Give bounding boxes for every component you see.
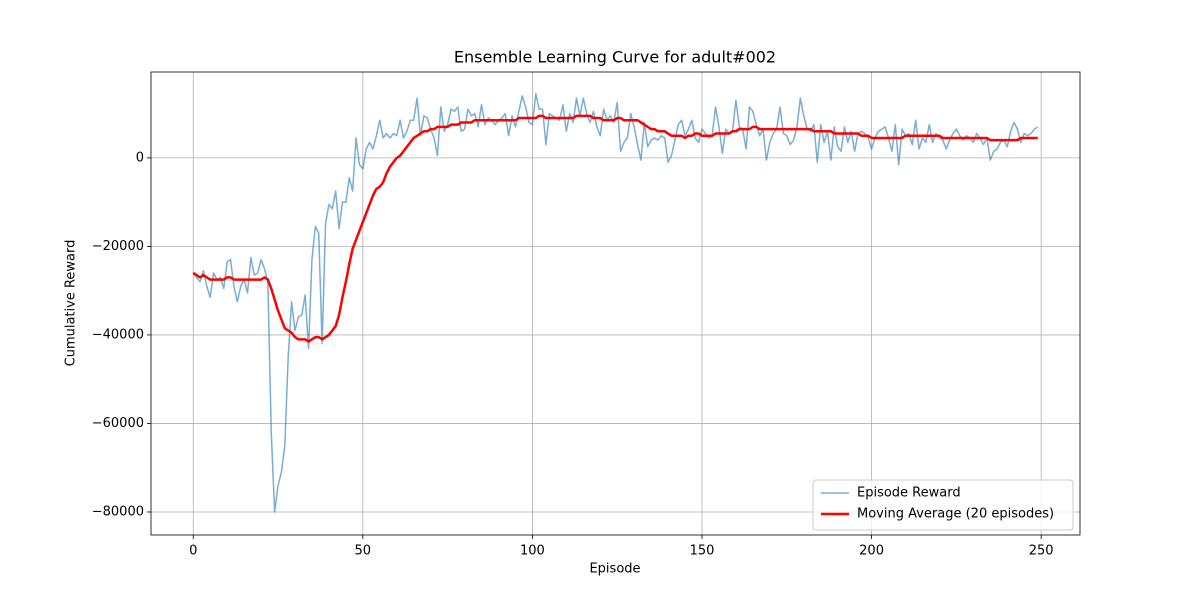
x-tick-label: 200 xyxy=(859,544,884,559)
data-line xyxy=(192,92,1039,513)
y-tick-label: −20000 xyxy=(92,239,144,254)
data-line xyxy=(192,114,1038,343)
x-tick-label: 250 xyxy=(1029,544,1054,559)
y-axis-label: Cumulative Reward xyxy=(64,240,79,367)
x-axis-label: Episode xyxy=(589,562,640,577)
plot-frame xyxy=(150,71,1081,536)
y-tick-label: −40000 xyxy=(92,327,144,342)
x-tick-label: 0 xyxy=(189,544,197,559)
chart-title: Ensemble Learning Curve for adult#002 xyxy=(454,48,776,67)
legend: Episode Reward Moving Average (20 episode… xyxy=(812,479,1074,531)
y-tick-label: 0 xyxy=(136,150,144,165)
legend-box xyxy=(812,479,1074,531)
legend-label: Episode Reward xyxy=(857,486,961,501)
y-tick-label: −60000 xyxy=(92,416,144,431)
y-tick-label: −80000 xyxy=(92,504,144,519)
legend-label: Moving Average (20 episodes) xyxy=(857,507,1054,522)
x-tick-label: 100 xyxy=(520,544,545,559)
x-tick-label: 150 xyxy=(690,544,715,559)
x-tick-label: 50 xyxy=(355,544,372,559)
